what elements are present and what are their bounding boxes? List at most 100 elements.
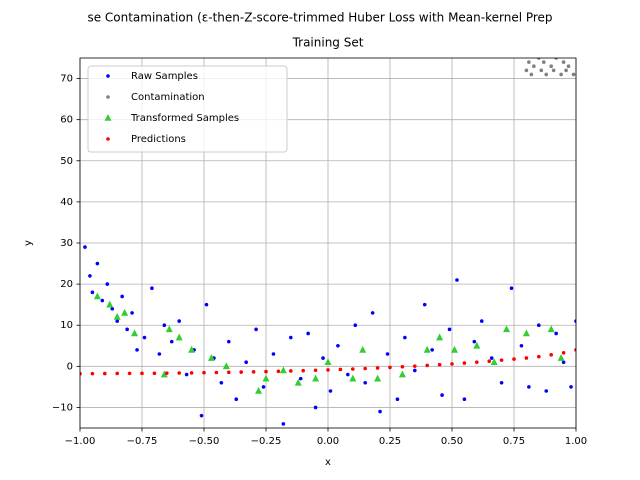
point — [264, 369, 268, 374]
point — [204, 302, 209, 307]
y-tick-label: 40 — [60, 197, 73, 208]
point — [450, 362, 454, 366]
point — [413, 364, 417, 368]
point — [276, 369, 281, 374]
point — [569, 385, 573, 389]
point — [219, 380, 224, 385]
point — [436, 333, 444, 341]
legend-marker — [106, 95, 110, 99]
point — [131, 329, 139, 337]
point — [177, 371, 181, 375]
point — [346, 372, 350, 377]
point — [202, 370, 206, 375]
point — [398, 370, 406, 378]
point — [375, 366, 380, 370]
point — [106, 300, 114, 308]
point — [450, 345, 458, 353]
point — [127, 371, 132, 376]
point — [524, 68, 529, 73]
point — [120, 294, 124, 299]
point — [312, 374, 320, 382]
point — [499, 358, 504, 362]
x-tick-label: −0.50 — [189, 436, 220, 447]
point — [113, 313, 121, 320]
point — [289, 369, 293, 373]
point — [125, 327, 129, 332]
point — [93, 292, 101, 300]
point — [351, 367, 355, 371]
point — [527, 385, 531, 389]
point — [537, 354, 541, 359]
point — [475, 360, 479, 364]
point — [140, 371, 144, 376]
point — [564, 68, 568, 73]
point — [294, 378, 302, 386]
point — [165, 371, 169, 375]
point — [472, 339, 477, 344]
legend-marker — [106, 74, 110, 78]
plot-area — [80, 58, 576, 426]
legend: Raw Samples Contamination Transformed Samp… — [87, 65, 288, 153]
point — [532, 64, 536, 69]
point — [115, 319, 119, 323]
point — [336, 343, 340, 348]
point — [541, 60, 546, 64]
point — [447, 327, 452, 332]
point — [537, 323, 541, 328]
point — [430, 348, 434, 352]
point — [298, 376, 303, 381]
point — [184, 372, 189, 377]
point — [571, 72, 576, 77]
point — [189, 371, 194, 375]
point — [152, 371, 157, 376]
point — [561, 360, 566, 365]
legend-label: Contamination — [131, 92, 205, 103]
point — [281, 422, 286, 426]
point — [160, 370, 168, 378]
point — [313, 368, 318, 373]
point — [425, 363, 430, 368]
point — [222, 362, 230, 370]
point — [207, 354, 215, 361]
point — [363, 380, 368, 385]
point — [490, 358, 498, 366]
point — [157, 352, 162, 356]
point — [301, 368, 306, 373]
point — [395, 397, 400, 402]
point — [574, 348, 576, 352]
point — [103, 371, 107, 376]
point — [80, 371, 82, 376]
point — [529, 72, 534, 77]
point — [385, 352, 390, 356]
legend-box — [87, 65, 288, 153]
point — [574, 319, 576, 323]
point — [549, 64, 553, 69]
point — [289, 335, 293, 340]
point — [522, 329, 530, 337]
point — [90, 371, 95, 376]
point — [188, 345, 196, 353]
y-axis-label: y — [23, 240, 34, 246]
point — [175, 333, 183, 341]
point — [262, 374, 270, 382]
point — [403, 335, 407, 340]
point — [321, 356, 325, 360]
x-tick-label: 0.00 — [317, 436, 339, 447]
point — [324, 358, 332, 366]
x-tick-label: −0.25 — [251, 436, 282, 447]
point — [551, 68, 556, 73]
point — [254, 327, 258, 332]
point — [90, 290, 95, 295]
x-tick-label: −0.75 — [127, 436, 158, 447]
x-tick-label: −1.00 — [65, 436, 96, 447]
point — [388, 365, 392, 370]
x-axis-label: x — [325, 457, 331, 468]
point — [423, 345, 431, 353]
chart-title: se Contamination (ε-then-Z-score-trimmed… — [87, 11, 552, 25]
point — [353, 323, 358, 328]
point — [95, 261, 100, 266]
point — [544, 389, 549, 393]
point — [359, 345, 367, 353]
point — [537, 58, 541, 60]
